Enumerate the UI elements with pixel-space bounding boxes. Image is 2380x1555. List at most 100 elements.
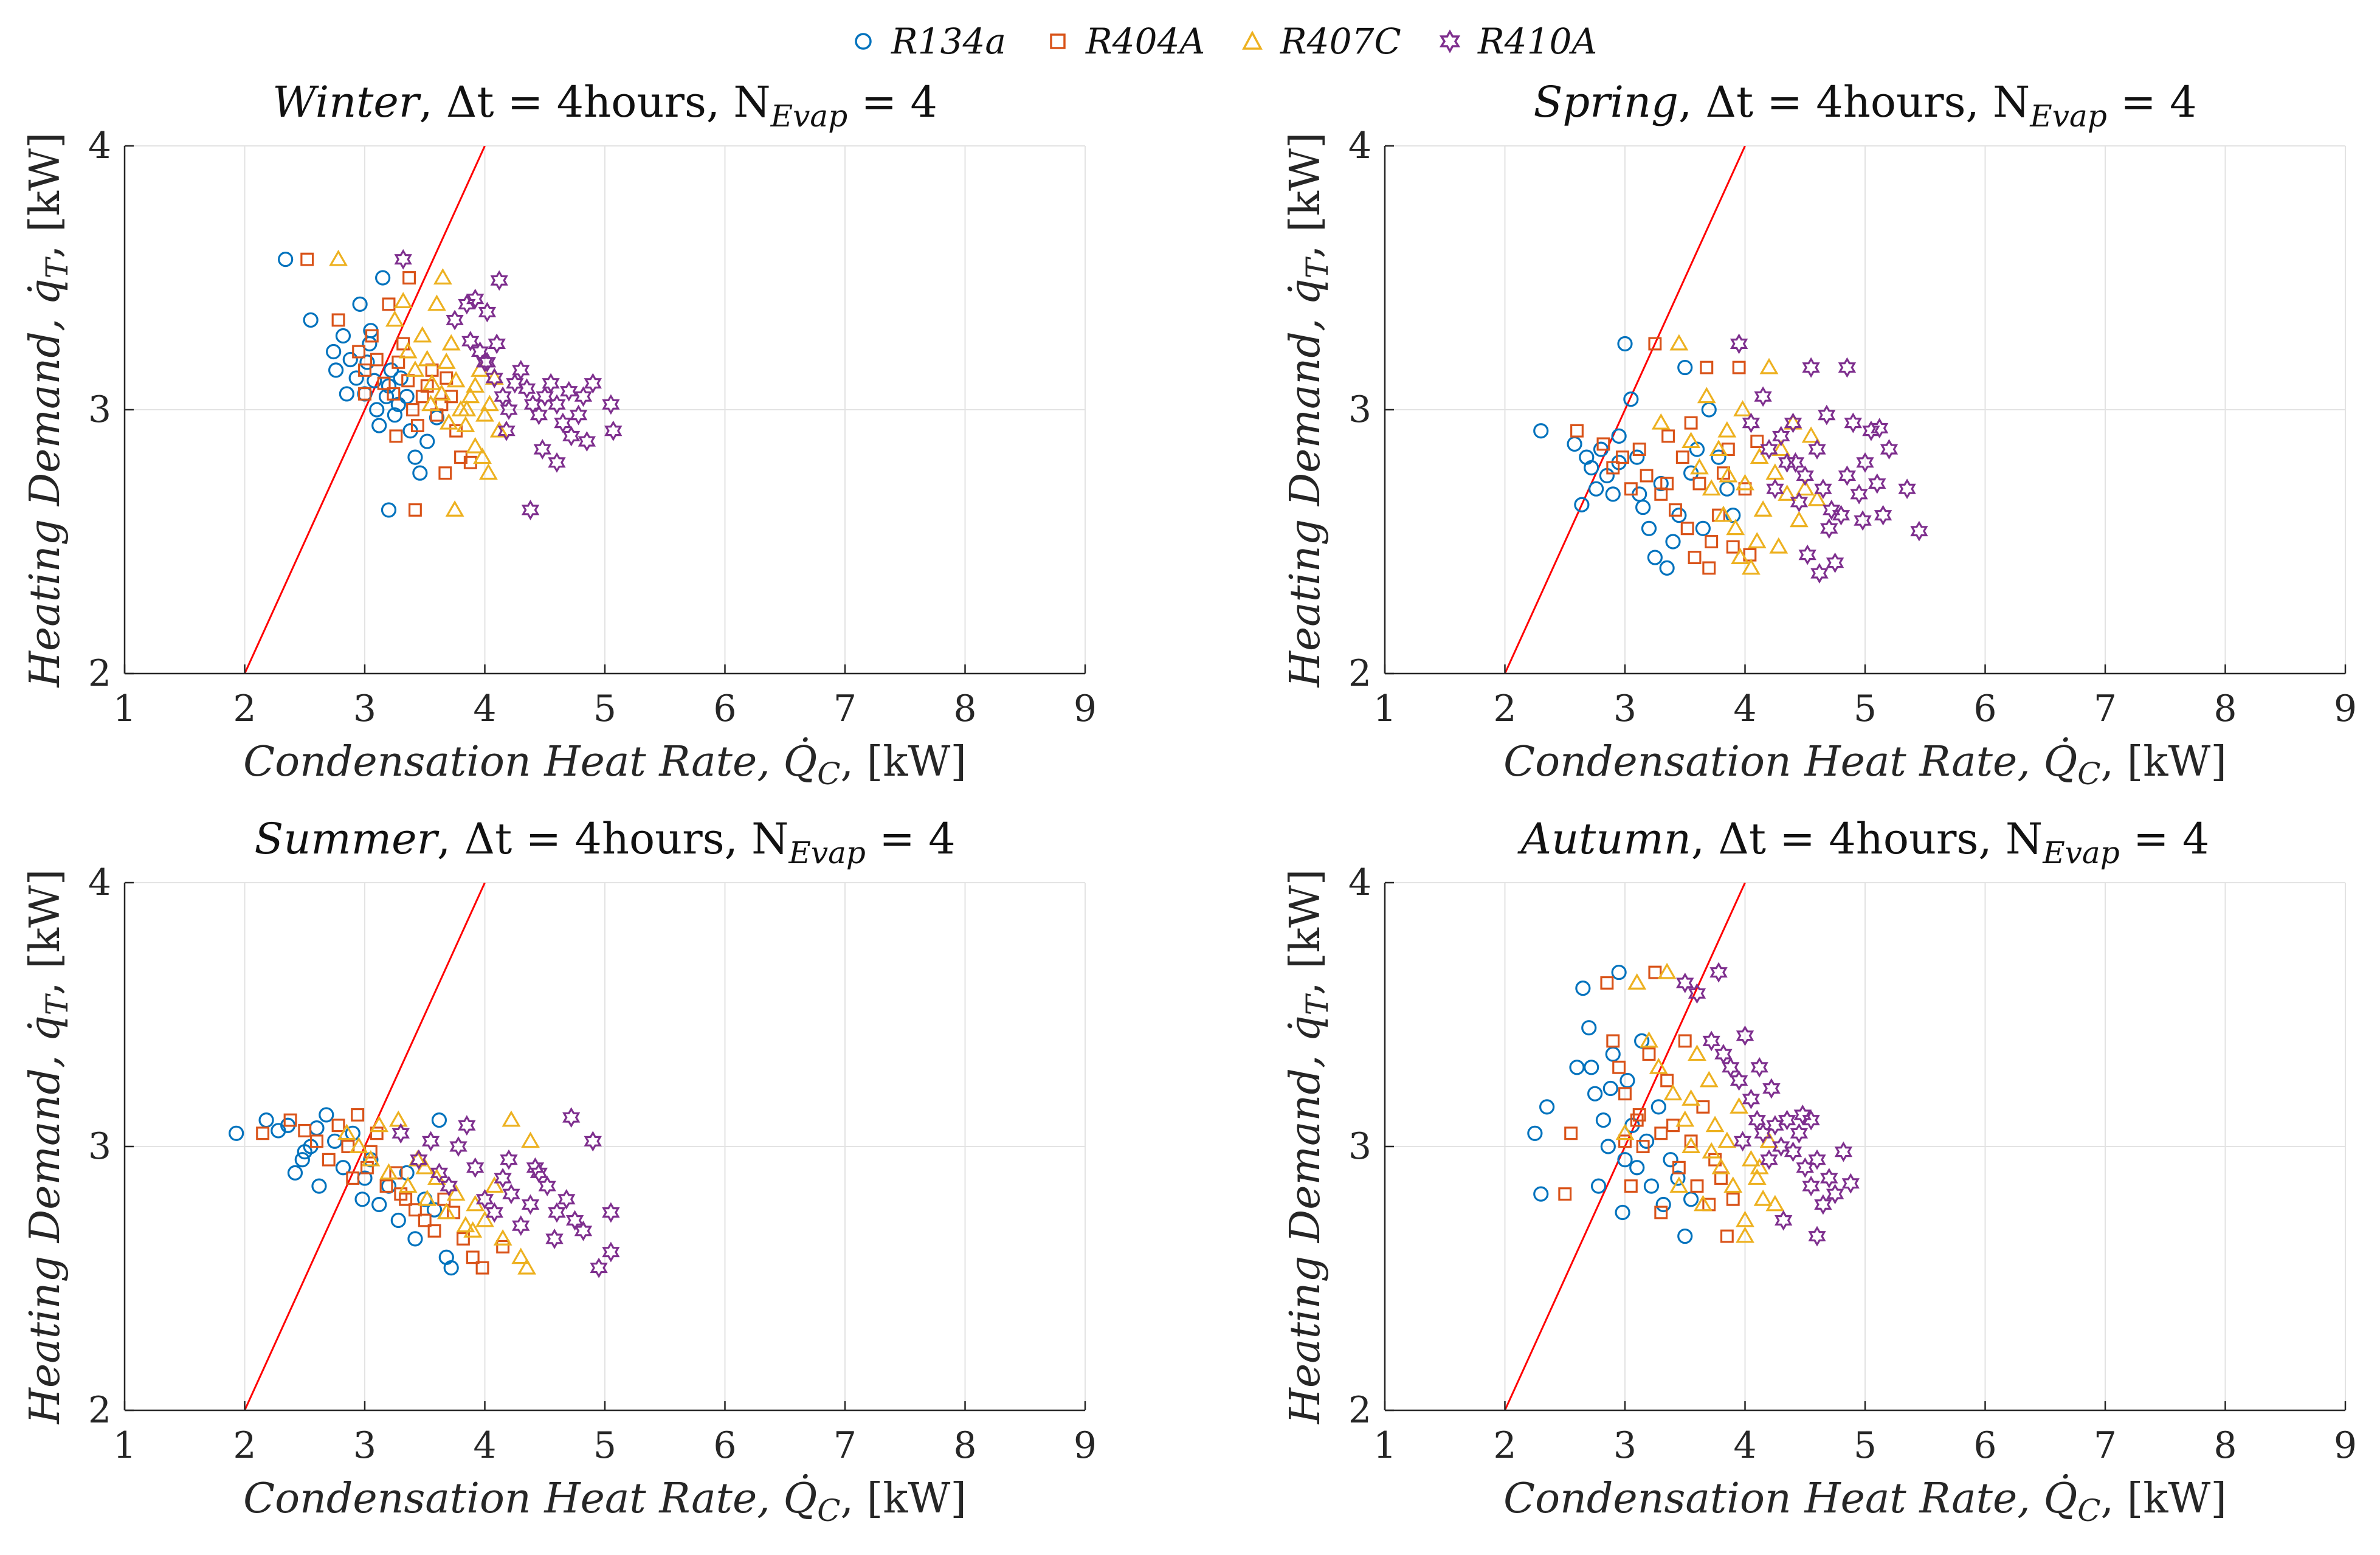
data-point-r404a: [283, 1113, 297, 1127]
data-point-r407c: [466, 436, 485, 453]
data-point-r407c: [1702, 479, 1721, 496]
data-point-r410a: [590, 1257, 608, 1278]
data-point-r410a: [1910, 520, 1928, 542]
data-point-r410a: [1772, 1136, 1790, 1157]
y-tick-label: 3: [1348, 1125, 1371, 1168]
x-tick-label: 3: [353, 688, 376, 730]
data-point-r404a: [1606, 461, 1620, 475]
data-point-r134a: [1677, 359, 1693, 376]
chart-title: Winter, Δt = 4hours, NEvap = 4: [272, 77, 937, 134]
data-point-r410a: [1802, 1176, 1820, 1196]
data-point-r404a: [1642, 1047, 1656, 1061]
data-point-r410a: [475, 351, 494, 373]
data-point-r407c: [370, 1115, 389, 1133]
data-point-r407c: [1747, 1168, 1767, 1185]
data-point-r410a: [536, 386, 554, 407]
data-point-r404a: [466, 1250, 480, 1264]
data-point-r410a: [1760, 1149, 1778, 1170]
data-point-r134a: [1617, 1152, 1633, 1168]
data-point-r407c: [1705, 1115, 1725, 1133]
data-point-r404a: [1705, 535, 1719, 548]
data-point-r407c: [415, 1157, 435, 1174]
data-point-r410a: [548, 452, 566, 473]
data-point-r407c: [456, 416, 475, 432]
data-point-r134a: [367, 373, 382, 388]
data-point-r407c: [385, 310, 404, 327]
x-tick-label: 2: [233, 688, 256, 730]
data-point-r407c: [361, 1150, 381, 1167]
data-point-r410a: [1784, 1141, 1802, 1162]
data-point-r134a: [1539, 1099, 1555, 1115]
data-point-r407c: [473, 447, 492, 464]
legend-item-r410a: R410A: [1438, 17, 1597, 66]
hexagram-marker-icon: [1439, 29, 1461, 53]
x-tick-label: 6: [713, 1424, 736, 1467]
data-point-r410a: [490, 270, 508, 291]
legend-label-r404a: R404A: [1086, 21, 1206, 62]
data-point-r407c: [418, 350, 437, 367]
data-point-r407c: [1753, 500, 1773, 517]
x-tick-label: 7: [2094, 688, 2117, 730]
data-point-r407c: [521, 1131, 540, 1148]
data-point-r410a: [446, 309, 464, 331]
data-point-r134a: [1600, 1139, 1616, 1154]
data-point-r410a: [1856, 452, 1874, 473]
data-point-r134a: [335, 328, 351, 344]
data-point-r404a: [1612, 1060, 1626, 1074]
data-point-r407c: [1657, 962, 1677, 979]
data-point-r410a: [1802, 357, 1820, 378]
data-point-r407c: [1753, 1189, 1773, 1206]
data-point-r404a: [1632, 443, 1646, 457]
data-point-r410a: [1784, 412, 1802, 433]
data-point-r410a: [1730, 1070, 1748, 1091]
data-point-r134a: [354, 1191, 370, 1207]
data-point-r134a: [1533, 1186, 1549, 1202]
data-point-r410a: [485, 368, 503, 388]
data-point-r134a: [1670, 1170, 1686, 1186]
data-point-r407c: [1688, 1044, 1706, 1061]
data-point-r407c: [463, 1221, 483, 1238]
x-tick-label: 6: [713, 688, 736, 730]
data-point-r404a: [310, 1134, 323, 1148]
data-point-r134a: [1725, 507, 1741, 523]
data-point-r134a: [1588, 481, 1604, 497]
data-point-r407c: [1730, 1097, 1749, 1114]
data-point-r134a: [1665, 534, 1681, 550]
series-r410a: [1730, 333, 1928, 584]
x-axis-label: Condensation Heat Rate, Q̇C, [kW]: [243, 1475, 967, 1528]
chart-title: Autumn, Δt = 4hours, NEvap = 4: [1517, 814, 2210, 871]
x-tick-label: 8: [2213, 688, 2237, 730]
data-point-r404a: [444, 390, 458, 404]
data-point-r410a: [1775, 1210, 1793, 1231]
y-axis-label: Heating Demand, q̇T, [kW]: [21, 133, 75, 689]
triangle-marker-icon: [1242, 30, 1263, 50]
data-point-r410a: [497, 420, 516, 441]
legend-label-r134a: R134a: [891, 21, 1006, 62]
data-point-r134a: [326, 343, 342, 360]
data-point-r410a: [449, 1136, 467, 1157]
data-point-r404a: [322, 1153, 336, 1167]
data-point-r407c: [439, 413, 458, 430]
y-tick-label: 4: [88, 861, 111, 904]
data-point-r404a: [1636, 1140, 1650, 1153]
data-point-r404a: [379, 1179, 393, 1193]
data-point-r410a: [542, 373, 560, 394]
data-point-r404a: [418, 1213, 432, 1227]
data-point-r407c: [1759, 357, 1779, 374]
data-point-r407c: [502, 1110, 521, 1127]
data-point-r410a: [1778, 1109, 1796, 1131]
data-point-r134a: [419, 433, 435, 449]
data-point-r134a: [375, 270, 391, 286]
series-r407c: [1615, 962, 1785, 1243]
data-point-r407c: [1759, 1131, 1779, 1148]
data-point-r407c: [1747, 532, 1767, 548]
data-point-r404a: [410, 419, 424, 432]
data-point-r404a: [1640, 469, 1654, 483]
x-tick-label: 3: [1613, 1424, 1637, 1467]
data-point-r410a: [1772, 426, 1790, 447]
data-point-r410a: [1676, 973, 1694, 993]
y-tick-label: 2: [1348, 1389, 1371, 1432]
data-point-r410a: [1818, 404, 1836, 426]
data-point-r404a: [1606, 1034, 1620, 1048]
